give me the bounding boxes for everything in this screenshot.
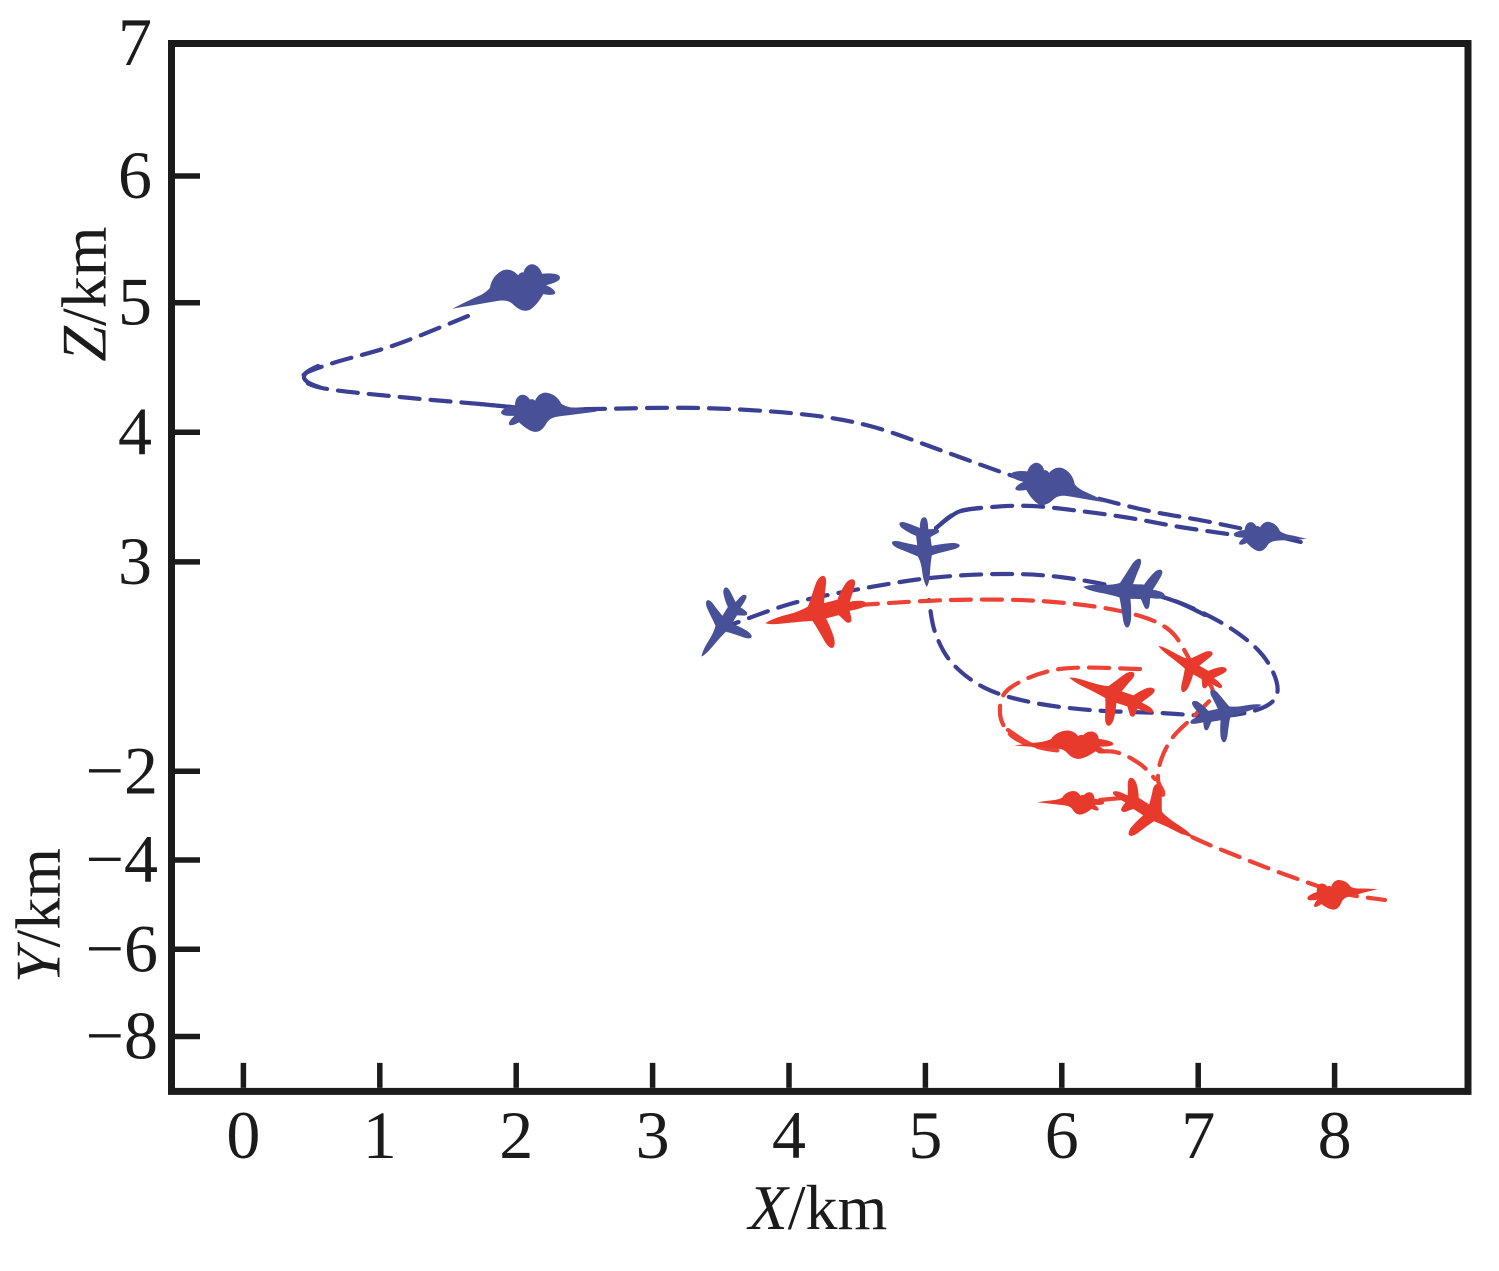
svg-text:−4: −4 bbox=[86, 821, 158, 897]
svg-text:5: 5 bbox=[908, 1097, 942, 1173]
svg-text:1: 1 bbox=[363, 1097, 397, 1173]
svg-text:3: 3 bbox=[118, 523, 152, 599]
svg-text:X/km: X/km bbox=[746, 1172, 888, 1243]
svg-text:2: 2 bbox=[499, 1097, 533, 1173]
svg-text:0: 0 bbox=[226, 1097, 260, 1173]
svg-text:5: 5 bbox=[118, 264, 152, 340]
svg-text:−8: −8 bbox=[86, 998, 158, 1074]
svg-text:7: 7 bbox=[118, 4, 152, 80]
svg-text:−2: −2 bbox=[86, 732, 158, 808]
svg-text:Y/km: Y/km bbox=[3, 848, 74, 983]
svg-text:3: 3 bbox=[636, 1097, 670, 1173]
svg-text:4: 4 bbox=[772, 1097, 806, 1173]
svg-text:4: 4 bbox=[118, 393, 152, 469]
svg-text:Z/km: Z/km bbox=[49, 226, 120, 361]
svg-text:6: 6 bbox=[118, 137, 152, 213]
svg-text:−6: −6 bbox=[86, 910, 158, 986]
svg-text:7: 7 bbox=[1181, 1097, 1215, 1173]
svg-text:6: 6 bbox=[1045, 1097, 1079, 1173]
svg-text:8: 8 bbox=[1318, 1097, 1352, 1173]
